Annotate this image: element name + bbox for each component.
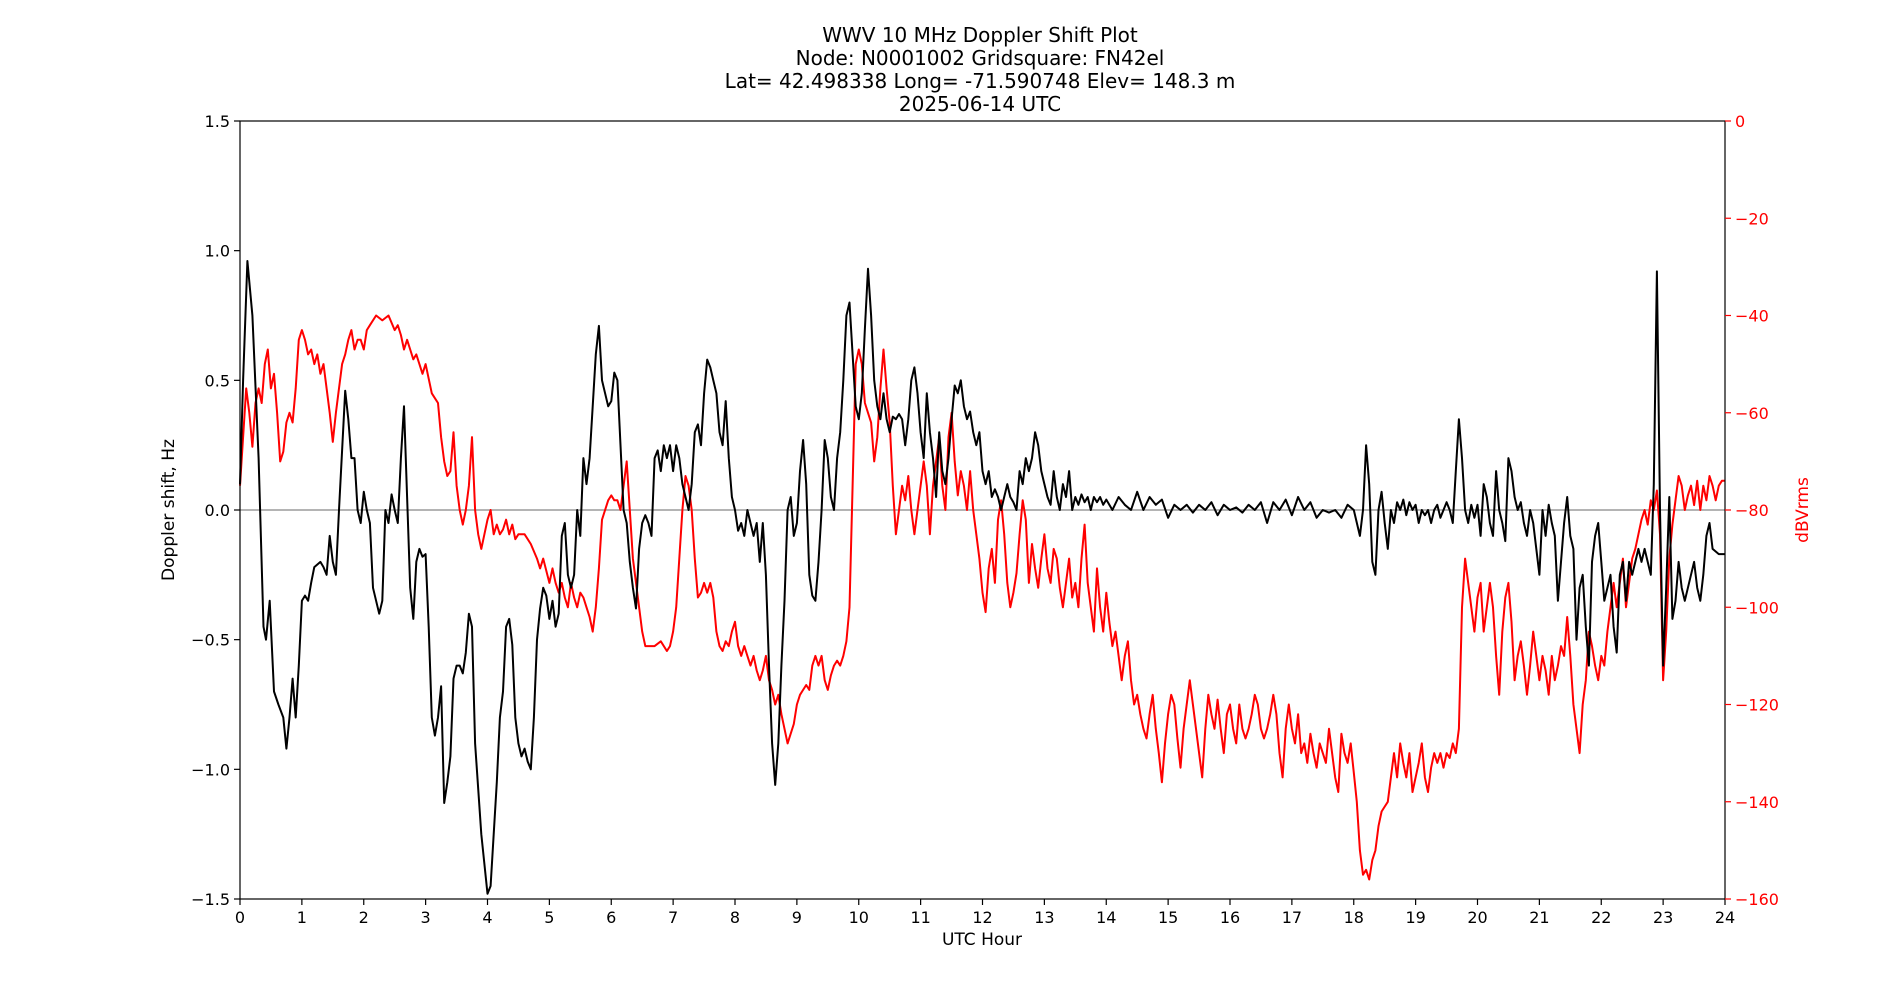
y-left-tick-label: 1.5	[205, 112, 230, 131]
y-left-tick-label: −0.5	[191, 631, 230, 650]
y-axis-right: 0 −20 −40 −60 −80 −100 −120 −140 −160	[1725, 112, 1779, 909]
x-tick-label: 6	[606, 908, 616, 927]
y-left-tick-label: −1.0	[191, 760, 230, 779]
y-right-tick-label: −100	[1735, 598, 1779, 617]
x-tick-label: 4	[482, 908, 492, 927]
x-tick-label: 10	[849, 908, 869, 927]
x-tick-label: 17	[1282, 908, 1302, 927]
y-right-tick-label: −160	[1735, 890, 1779, 909]
x-tick-label: 18	[1344, 908, 1364, 927]
x-tick-label: 16	[1220, 908, 1240, 927]
y-axis-right-label: dBVrms	[1793, 477, 1813, 543]
title-line-4: 2025-06-14 UTC	[899, 92, 1061, 116]
x-tick-label: 15	[1158, 908, 1178, 927]
y-axis-left: 1.5 1.0 0.5 0.0 −0.5 −1.0 −1.5	[191, 112, 240, 909]
x-tick-label: 5	[544, 908, 554, 927]
x-tick-label: 14	[1096, 908, 1116, 927]
x-tick-label: 0	[235, 908, 245, 927]
title-line-1: WWV 10 MHz Doppler Shift Plot	[822, 23, 1138, 47]
x-tick-label: 24	[1715, 908, 1735, 927]
x-tick-label: 21	[1529, 908, 1549, 927]
x-tick-label: 3	[421, 908, 431, 927]
x-tick-label: 9	[792, 908, 802, 927]
x-tick-label: 19	[1405, 908, 1425, 927]
y-right-tick-label: 0	[1735, 112, 1745, 131]
y-left-tick-label: −1.5	[191, 890, 230, 909]
x-tick-label: 22	[1591, 908, 1611, 927]
title-line-2: Node: N0001002 Gridsquare: FN42el	[796, 46, 1165, 70]
x-tick-label: 13	[1034, 908, 1054, 927]
x-tick-label: 20	[1467, 908, 1487, 927]
x-tick-label: 23	[1653, 908, 1673, 927]
x-tick-label: 8	[730, 908, 740, 927]
y-right-tick-label: −140	[1735, 793, 1779, 812]
y-axis-left-label: Doppler shift, Hz	[159, 439, 179, 581]
chart-title: WWV 10 MHz Doppler Shift Plot Node: N000…	[725, 23, 1236, 116]
y-right-tick-label: −120	[1735, 696, 1779, 715]
x-tick-label: 2	[359, 908, 369, 927]
x-tick-label: 12	[972, 908, 992, 927]
x-tick-label: 1	[297, 908, 307, 927]
y-left-tick-label: 1.0	[205, 242, 230, 261]
y-right-tick-label: −20	[1735, 209, 1769, 228]
x-axis-label: UTC Hour	[942, 930, 1022, 950]
x-tick-label: 11	[910, 908, 930, 927]
y-left-tick-label: 0.5	[205, 371, 230, 390]
y-right-tick-label: −60	[1735, 404, 1769, 423]
doppler-shift-line	[239, 260, 1725, 895]
x-axis: 0 1 2 3 4 5 6 7 8 9 10 11 12 13 14 15 16 17 18 19 20 21 22 23 24	[235, 899, 1735, 927]
power-dbvrms-line	[239, 314, 1725, 881]
series-layer	[239, 260, 1725, 895]
x-tick-label: 7	[668, 908, 678, 927]
y-left-tick-label: 0.0	[205, 501, 230, 520]
title-line-3: Lat= 42.498338 Long= -71.590748 Elev= 14…	[725, 69, 1236, 93]
y-right-tick-label: −80	[1735, 501, 1769, 520]
y-right-tick-label: −40	[1735, 307, 1769, 326]
